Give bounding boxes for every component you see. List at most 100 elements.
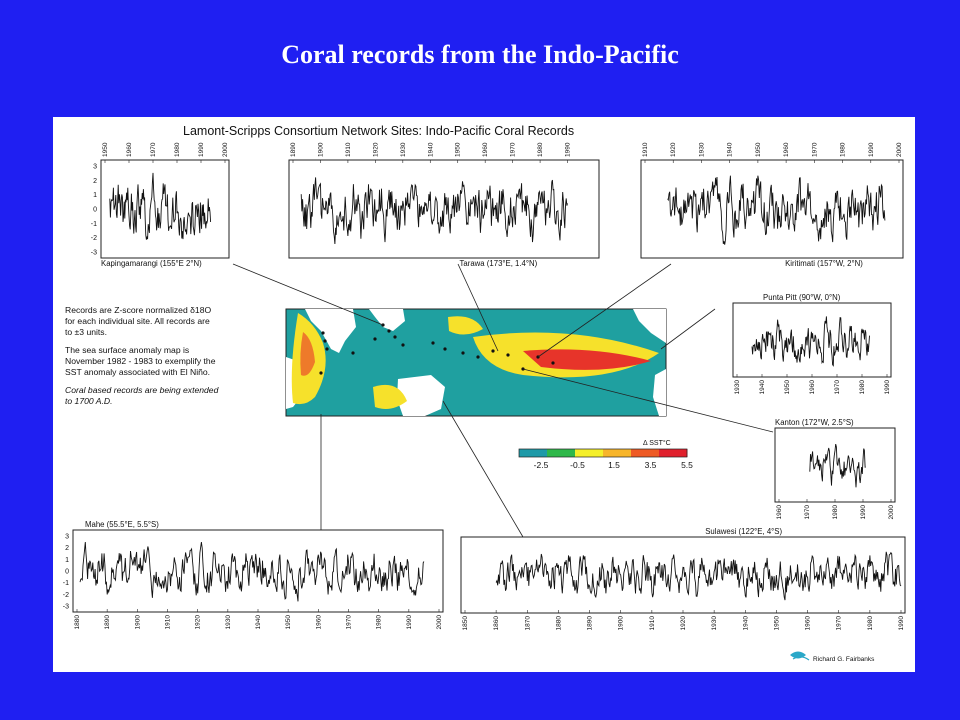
chart-frame bbox=[460, 536, 906, 614]
chart-series-line bbox=[667, 175, 886, 245]
colorbar-swatch bbox=[603, 449, 632, 457]
x-tick-label: 1980 bbox=[840, 142, 847, 157]
x-tick-label: 1970 bbox=[811, 142, 818, 157]
x-tick-label: 1890 bbox=[587, 616, 594, 631]
coral-chart-5: 1880 1890 1900 1910 1920 1930 1940 1950 1960 1970… bbox=[63, 520, 444, 630]
note-line-7: Coral based records are being extended bbox=[65, 385, 219, 395]
map-site-dot bbox=[401, 343, 405, 347]
credit-text: Richard G. Fairbanks bbox=[813, 656, 875, 663]
y-tick-label: 1 bbox=[65, 557, 69, 564]
y-tick-label: -1 bbox=[63, 580, 69, 587]
x-tick-label: 1990 bbox=[406, 615, 413, 630]
x-tick-label: 2000 bbox=[222, 142, 229, 157]
credit-block: Richard G. Fairbanks bbox=[790, 651, 875, 663]
map-site-dot bbox=[323, 339, 327, 343]
x-tick-label: 1950 bbox=[773, 616, 780, 631]
x-tick-label: 1920 bbox=[670, 142, 677, 157]
colorbar-swatch bbox=[519, 449, 548, 457]
chart-title: Kapingamarangi (155°E 2°N) bbox=[101, 259, 202, 268]
chart-series-line bbox=[495, 551, 902, 601]
chart-series-line bbox=[79, 541, 425, 602]
map-hot-pacific bbox=[523, 349, 651, 370]
x-tick-label: 1890 bbox=[104, 615, 111, 630]
colorbar-swatch bbox=[631, 449, 660, 457]
map-warm-south bbox=[373, 384, 407, 409]
y-tick-label: 1 bbox=[93, 192, 97, 199]
x-tick-label: 1990 bbox=[198, 142, 205, 157]
x-tick-label: 1970 bbox=[510, 142, 517, 157]
credit-logo-wave-icon bbox=[792, 656, 810, 661]
y-tick-label: -3 bbox=[91, 250, 97, 257]
x-tick-label: 1960 bbox=[776, 505, 783, 520]
map-site-dot bbox=[506, 353, 510, 357]
map-land-asia bbox=[305, 309, 356, 353]
leader-kanton bbox=[522, 368, 774, 433]
note-line-8: to 1700 A.D. bbox=[65, 396, 112, 406]
chart-series-line bbox=[751, 316, 870, 367]
map-site-dot bbox=[491, 349, 495, 353]
y-tick-label: 3 bbox=[65, 534, 69, 541]
y-tick-label: 2 bbox=[65, 545, 69, 552]
x-tick-label: 1990 bbox=[884, 380, 891, 395]
chart-title: Tarawa (173°E, 1.4°N) bbox=[460, 259, 538, 268]
chart-title: Mahe (55.5°E, 5.5°S) bbox=[85, 520, 159, 529]
x-tick-label: 1910 bbox=[649, 616, 656, 631]
sst-anomaly-map bbox=[285, 308, 667, 417]
map-site-dot bbox=[321, 331, 325, 335]
x-tick-label: 1940 bbox=[427, 142, 434, 157]
leader-kiritimati bbox=[537, 263, 672, 358]
note-line-4: The sea surface anomaly map is bbox=[65, 345, 189, 355]
chart-title: Kanton (172°W, 2.5°S) bbox=[775, 418, 854, 427]
x-tick-label: 1940 bbox=[727, 142, 734, 157]
y-tick-label: -2 bbox=[63, 592, 69, 599]
x-tick-label: 1940 bbox=[742, 616, 749, 631]
colorbar-ticks: -2.5 -0.5 1.5 3.5 5.5 bbox=[534, 460, 694, 470]
map-site-dot bbox=[373, 337, 377, 341]
y-tick-label: 0 bbox=[65, 569, 69, 576]
x-tick-label: 1930 bbox=[711, 616, 718, 631]
x-tick-label: 1900 bbox=[134, 615, 141, 630]
colorbar-swatch bbox=[659, 449, 688, 457]
x-tick-label: 1930 bbox=[400, 142, 407, 157]
x-tick-label: 1940 bbox=[759, 380, 766, 395]
x-tick-label: 1910 bbox=[345, 142, 352, 157]
leader-sulawesi bbox=[442, 400, 524, 538]
sst-colorbar: Δ SST°C -2.5 -0.5 1.5 3.5 5.5 bbox=[518, 439, 694, 470]
colorbar-swatch bbox=[575, 449, 604, 457]
note-line-6: SST anomaly associated with El Niño. bbox=[65, 367, 210, 377]
chart-title: Kiritimati (157°W, 2°N) bbox=[785, 259, 863, 268]
note-line-3: to ±3 units. bbox=[65, 327, 107, 337]
colorbar-swatches bbox=[518, 448, 688, 458]
slide-title: Coral records from the Indo-Pacific bbox=[281, 40, 679, 69]
y-tick-label: 0 bbox=[93, 207, 97, 214]
x-tick-label: 1920 bbox=[195, 615, 202, 630]
x-tick-label: 1990 bbox=[860, 505, 867, 520]
coral-chart-3: 1930 1940 1950 1960 1970 1980 1990 Punta Pitt (… bbox=[732, 293, 892, 395]
coral-chart-2: 1910 1920 1930 1940 1950 1960 1970 1980 1990 2000… bbox=[640, 142, 904, 268]
x-tick-label: 1970 bbox=[150, 142, 157, 157]
y-tick-label: -3 bbox=[63, 604, 69, 611]
map-site-dot bbox=[393, 335, 397, 339]
coral-figure: Lamont-Scripps Consortium Network Sites:… bbox=[53, 117, 915, 672]
colorbar-tick-label: -2.5 bbox=[534, 460, 549, 470]
x-tick-label: 1980 bbox=[537, 142, 544, 157]
x-tick-label: 1960 bbox=[809, 380, 816, 395]
x-tick-label: 2000 bbox=[436, 615, 443, 630]
leader-tarawa bbox=[457, 263, 499, 352]
map-site-dot bbox=[476, 355, 480, 359]
leader-punta-pitt bbox=[660, 308, 716, 350]
chart-title: Punta Pitt (90°W, 0°N) bbox=[763, 293, 841, 302]
map-site-dot bbox=[387, 329, 391, 333]
x-tick-label: 1960 bbox=[783, 142, 790, 157]
x-tick-label: 1970 bbox=[804, 505, 811, 520]
x-tick-label: 1980 bbox=[867, 616, 874, 631]
leader-kapingamarangi bbox=[232, 263, 384, 326]
colorbar-tick-label: -0.5 bbox=[570, 460, 585, 470]
map-site-dot bbox=[431, 341, 435, 345]
y-tick-label: 3 bbox=[93, 164, 97, 171]
x-tick-label: 1980 bbox=[832, 505, 839, 520]
x-tick-label: 1880 bbox=[555, 616, 562, 631]
x-tick-label: 2000 bbox=[888, 505, 895, 520]
map-site-dot bbox=[521, 367, 525, 371]
x-tick-label: 1860 bbox=[493, 616, 500, 631]
